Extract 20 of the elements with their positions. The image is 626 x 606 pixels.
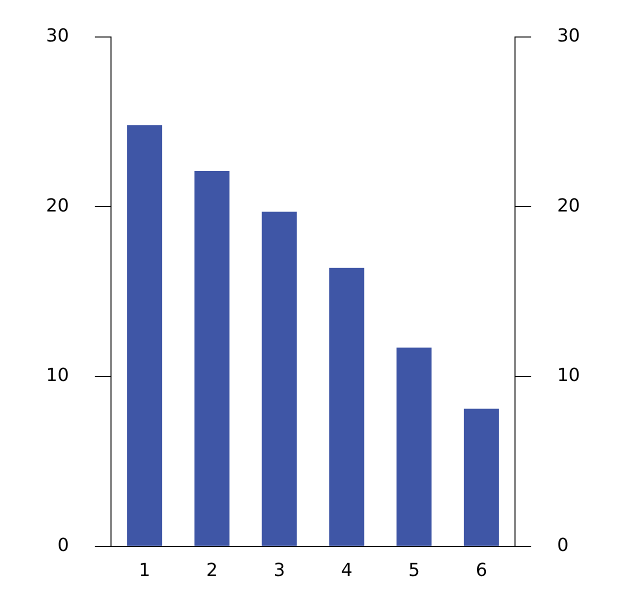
x-tick-label: 2 (206, 560, 218, 581)
bar (396, 348, 432, 546)
y2-tick-label: 20 (557, 195, 580, 216)
x-tick-label: 6 (476, 560, 488, 581)
y-tick-label: 20 (46, 195, 69, 216)
bar (464, 408, 499, 546)
y2-tick-label: 30 (557, 25, 580, 46)
x-tick-label: 3 (274, 560, 286, 581)
y-tick-label: 30 (46, 25, 69, 46)
bar (262, 212, 297, 546)
bar (127, 125, 162, 546)
bar (329, 268, 364, 546)
y-tick-label: 10 (46, 365, 69, 386)
x-tick-label: 1 (138, 560, 150, 581)
x-tick-label: 4 (340, 560, 352, 581)
y-tick-label: 0 (57, 535, 69, 556)
y2-tick-label: 0 (557, 535, 569, 556)
bar (194, 170, 230, 546)
y2-tick-label: 10 (557, 365, 580, 386)
x-tick-label: 5 (408, 560, 420, 581)
